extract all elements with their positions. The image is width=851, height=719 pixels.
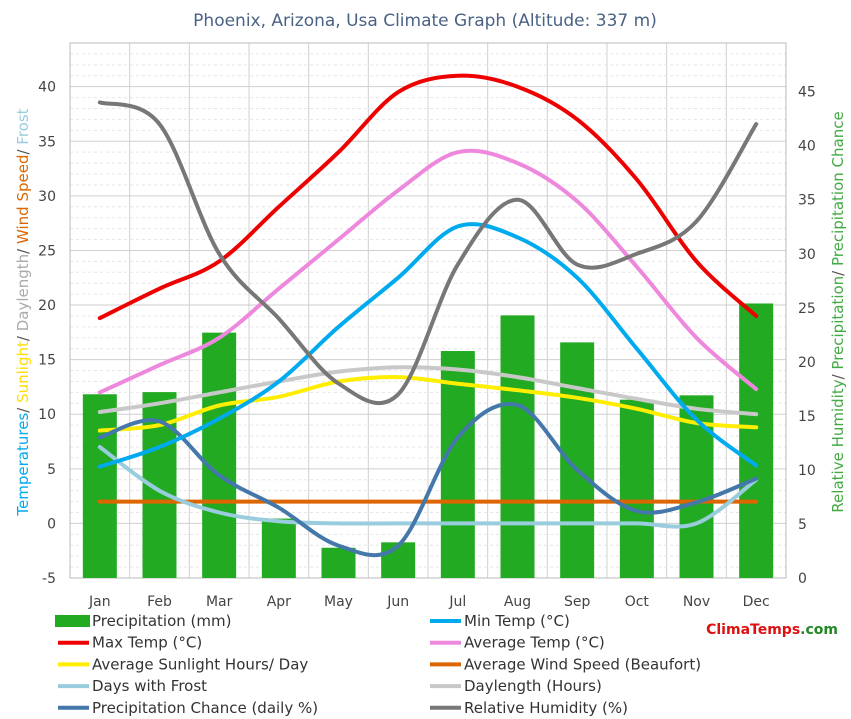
x-tick-label-feb: Feb — [147, 594, 172, 610]
right-tick-label: 30 — [798, 247, 816, 263]
right-tick-label: 45 — [798, 85, 816, 101]
x-tick-label-oct: Oct — [625, 594, 650, 610]
right-axis-title-part-3: / — [829, 266, 847, 276]
x-tick-label-dec: Dec — [743, 594, 770, 610]
legend-label: Min Temp (°C) — [464, 612, 570, 630]
brand-logo: ClimaTemps.com — [706, 622, 838, 638]
legend-label: Daylength (Hours) — [464, 677, 602, 695]
line-max-temp-c — [97, 73, 759, 321]
line-relative-humidity — [97, 100, 759, 406]
precip-bar-oct — [619, 399, 654, 578]
brand-part-temps: Temps — [750, 622, 800, 638]
left-tick-label: 15 — [38, 353, 56, 369]
right-axis-title: Relative Humidity/ Precipitation/ Precip… — [829, 111, 847, 512]
x-tick-label-jul: Jul — [448, 594, 466, 610]
legend-label: Average Temp (°C) — [464, 634, 605, 652]
left-axis-title-part-0: Temperatures — [14, 413, 32, 517]
right-axis-title-part-1: / — [829, 370, 847, 380]
brand-part-clima: Clima — [706, 622, 750, 638]
right-tick-label: 20 — [798, 355, 816, 371]
left-tick-label: 25 — [38, 243, 56, 259]
left-axis-title-part-6: Wind Speed — [14, 155, 32, 245]
legend-swatch — [55, 615, 90, 627]
precip-bar-apr — [261, 518, 296, 578]
left-axis-title-part-7: / — [14, 145, 32, 155]
left-axis-title-part-4: Daylength — [14, 254, 32, 331]
left-tick-label: -5 — [42, 571, 56, 587]
line-precipitation-chance-daily — [97, 402, 759, 558]
right-axis-title-part-0: Relative Humidity — [829, 379, 847, 512]
precip-bar-may — [321, 547, 356, 578]
right-tick-label: 0 — [798, 571, 807, 587]
left-axis-title-part-1: / — [14, 403, 32, 413]
left-tick-label: 10 — [38, 407, 56, 423]
legend-label: Precipitation Chance (daily %) — [92, 699, 318, 717]
precip-bar-jul — [440, 351, 475, 578]
right-axis-title-part-4: Precipitation Chance — [829, 111, 847, 266]
axis-ticks: -5 0 5 10 15 20 25 30 35 40 0 5 10 15 20 25 30 35 40 45 Jan F… — [38, 80, 816, 610]
left-tick-label: 40 — [38, 80, 56, 96]
x-tick-label-aug: Aug — [504, 594, 531, 610]
brand-part-domain: .com — [800, 622, 838, 638]
right-tick-label: 15 — [798, 409, 816, 425]
left-axis-title-part-8: Frost — [14, 108, 32, 144]
x-tick-label-nov: Nov — [683, 594, 710, 610]
legend-label: Precipitation (mm) — [92, 612, 231, 630]
right-tick-label: 25 — [798, 301, 816, 317]
line-min-temp-c — [97, 222, 759, 469]
right-tick-label: 5 — [798, 517, 807, 533]
line-days-with-frost — [97, 445, 759, 529]
right-tick-label: 35 — [798, 193, 816, 209]
plot-frame — [69, 42, 787, 579]
left-tick-label: 30 — [38, 189, 56, 205]
series-lines — [97, 73, 759, 558]
precip-bar-sep — [560, 342, 595, 578]
x-tick-label-jun: Jun — [386, 594, 409, 610]
chart-title: Phoenix, Arizona, Usa Climate Graph (Alt… — [193, 11, 657, 31]
legend: Precipitation (mm) Min Temp (°C) Max Temp … — [55, 612, 701, 717]
x-tick-label-may: May — [324, 594, 353, 610]
right-tick-label: 10 — [798, 463, 816, 479]
left-axis-title-part-5: / — [14, 244, 32, 254]
left-tick-label: 0 — [47, 516, 56, 532]
x-tick-label-sep: Sep — [564, 594, 591, 610]
precip-bar-mar — [202, 332, 237, 578]
legend-label: Days with Frost — [92, 677, 207, 695]
left-axis-title-part-2: Sunlight — [14, 341, 32, 403]
left-axis-title: Temperatures/ Sunlight/ Daylength/ Wind … — [14, 108, 32, 516]
right-tick-label: 40 — [798, 139, 816, 155]
precip-bar-aug — [500, 315, 535, 578]
line-average-temp-c — [97, 148, 759, 395]
line-daylength-hours — [97, 365, 759, 417]
x-tick-label-apr: Apr — [267, 594, 291, 610]
x-tick-label-jan: Jan — [88, 594, 111, 610]
precip-bar-jan — [82, 394, 117, 578]
legend-label: Relative Humidity (%) — [464, 699, 628, 717]
right-axis-title-part-2: Precipitation — [829, 276, 847, 370]
legend-label: Average Sunlight Hours/ Day — [92, 655, 308, 673]
left-axis-title-part-3: / — [14, 331, 32, 341]
legend-label: Average Wind Speed (Beaufort) — [464, 655, 701, 673]
precip-bar-dec — [739, 303, 774, 578]
left-tick-label: 35 — [38, 134, 56, 150]
line-average-sunlight-hours-day — [97, 375, 759, 433]
left-tick-label: 20 — [38, 298, 56, 314]
legend-label: Max Temp (°C) — [92, 634, 202, 652]
x-tick-label-mar: Mar — [206, 594, 233, 610]
left-tick-label: 5 — [47, 462, 56, 478]
